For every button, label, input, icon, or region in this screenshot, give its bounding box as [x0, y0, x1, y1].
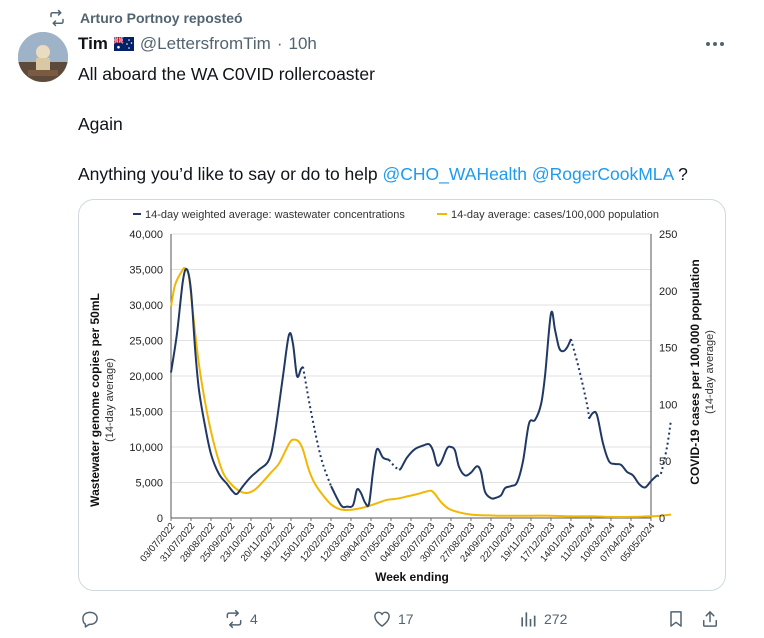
tweet-line-3: Anything you’d like to say or do to help… — [78, 162, 738, 186]
right-axis-sublabel: (14-day average) — [704, 330, 716, 414]
wastewater-series-line — [330, 447, 390, 509]
wastewater-series-line — [398, 310, 572, 500]
bookmark-icon — [670, 611, 682, 627]
wastewater-series-dotted — [388, 459, 400, 471]
tweet-line-2: Again — [78, 114, 123, 134]
right-tick-label: 150 — [659, 343, 677, 355]
repost-button[interactable]: 4 — [224, 604, 258, 634]
left-axis-ticks: 40,000 35,000 30,000 25,000 20,000 15,000 10,0… — [129, 229, 163, 525]
separator-dot: · — [276, 34, 283, 53]
timestamp[interactable]: 10h — [288, 34, 317, 53]
left-tick-label: 20,000 — [129, 371, 163, 383]
author-name[interactable]: Tim — [78, 34, 108, 53]
repost-indicator[interactable]: Arturo Portnoy reposteó — [48, 8, 243, 28]
right-tick-label: 250 — [659, 229, 677, 241]
views-count: 272 — [544, 611, 568, 627]
avatar-image — [18, 32, 68, 82]
left-tick-label: 35,000 — [129, 265, 163, 277]
right-tick-label: 200 — [659, 286, 677, 298]
left-tick-label: 10,000 — [129, 442, 163, 454]
left-tick-label: 0 — [157, 513, 163, 525]
legend-wastewater-label: 14-day weighted average: wastewater conc… — [145, 209, 405, 221]
bookmark-button[interactable] — [666, 604, 686, 634]
like-button[interactable]: 17 — [372, 604, 414, 634]
reply-button[interactable] — [80, 604, 106, 634]
right-axis-label: COVID-19 cases per 100,000 population — [688, 259, 702, 484]
repost-count: 4 — [250, 611, 258, 627]
chart-series — [170, 266, 672, 518]
x-axis-label: Week ending — [375, 570, 449, 584]
legend-cases-label: 14-day average: cases/100,000 population — [451, 209, 659, 221]
wastewater-series-dotted — [656, 419, 672, 477]
left-axis-label: Wastewater genome copies per 50mL — [88, 293, 102, 507]
share-icon — [703, 611, 717, 627]
author-handle[interactable]: @LettersfromTim — [139, 34, 271, 53]
action-bar: 4 17 272 — [78, 604, 718, 634]
tweet-line-3-end: ? — [678, 164, 688, 184]
flag-icon — [113, 37, 134, 51]
like-icon — [374, 611, 390, 627]
wastewater-series-dotted — [302, 366, 332, 487]
mention-rogercookmla[interactable]: @RogerCookMLA — [531, 164, 674, 184]
repost-icon — [50, 9, 64, 27]
tweet-line-3-text: Anything you’d like to say or do to help — [78, 164, 378, 184]
avatar[interactable] — [18, 32, 68, 82]
left-axis-sublabel: (14-day average) — [104, 358, 116, 442]
cases-series-line — [170, 266, 672, 518]
left-tick-label: 40,000 — [129, 229, 163, 241]
right-tick-label: 50 — [659, 456, 671, 468]
tweet-header: Tim @LettersfromTim · 10h — [78, 34, 317, 54]
left-tick-label: 15,000 — [129, 407, 163, 419]
wastewater-series-line — [588, 410, 658, 489]
tweet-line-1: All aboard the WA C0VID rollercoaster — [78, 64, 375, 84]
chart-gridlines — [171, 233, 651, 519]
wastewater-series-line — [170, 267, 304, 496]
right-tick-label: 0 — [659, 513, 665, 525]
chart-legend: 14-day weighted average: wastewater conc… — [133, 209, 659, 221]
wastewater-series-dotted — [570, 338, 590, 419]
repost-label: Arturo Portnoy reposteó — [80, 10, 243, 26]
more-options-button[interactable] — [700, 34, 730, 54]
reply-icon — [82, 611, 98, 628]
more-icon — [706, 42, 724, 46]
media-card[interactable]: 40,000 35,000 30,000 25,000 20,000 15,000 10,0… — [78, 199, 726, 591]
right-tick-label: 100 — [659, 399, 677, 411]
right-axis-ticks: 250 200 150 100 50 0 — [659, 229, 677, 525]
share-button[interactable] — [700, 604, 720, 634]
left-tick-label: 30,000 — [129, 300, 163, 312]
repost-icon — [226, 609, 242, 629]
x-axis-ticks: 03/07/202231/07/202228/08/202225/09/2022… — [138, 518, 657, 564]
views-button[interactable]: 272 — [518, 604, 567, 634]
left-tick-label: 5,000 — [135, 478, 163, 490]
views-icon — [521, 612, 536, 627]
mention-cho-wahealth[interactable]: @CHO_WAHealth — [382, 164, 528, 184]
like-count: 17 — [398, 611, 414, 627]
covid-chart: 40,000 35,000 30,000 25,000 20,000 15,000 10,0… — [88, 209, 716, 584]
tweet-text: All aboard the WA C0VID rollercoaster Ag… — [78, 62, 738, 186]
left-tick-label: 25,000 — [129, 336, 163, 348]
